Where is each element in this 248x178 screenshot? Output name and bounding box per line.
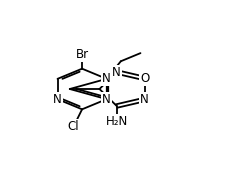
Text: N: N (112, 66, 121, 78)
Text: N: N (140, 93, 149, 106)
Text: N: N (102, 72, 111, 85)
Text: Br: Br (75, 48, 89, 61)
Text: N: N (102, 93, 111, 106)
Text: Cl: Cl (68, 120, 79, 133)
Text: O: O (140, 72, 149, 85)
Text: H₂N: H₂N (106, 115, 128, 128)
Text: N: N (53, 93, 62, 106)
